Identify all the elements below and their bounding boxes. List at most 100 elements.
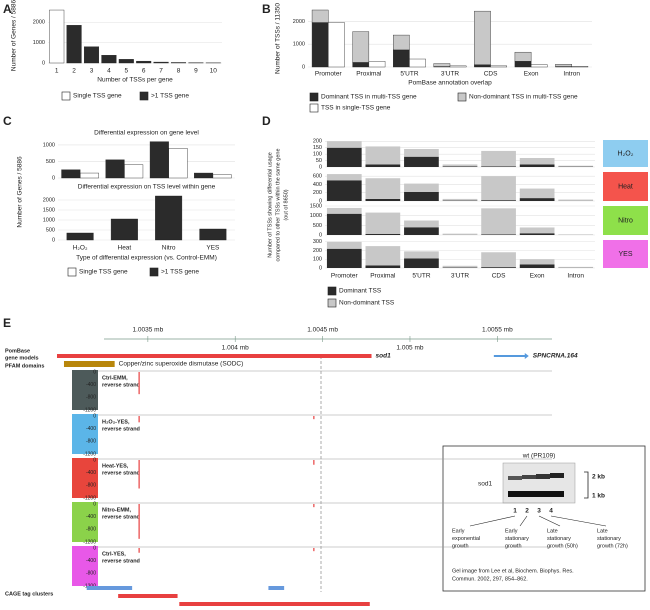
y-tick-label: -1200	[83, 451, 96, 457]
gel-band	[522, 475, 536, 479]
bar	[519, 188, 555, 199]
track-label: Nitro-EMM,	[102, 507, 131, 513]
y-tick-label: 2000	[293, 19, 305, 25]
x-tick-label: 8	[177, 68, 181, 75]
x-tick-label: Intron	[567, 273, 584, 280]
bar	[555, 64, 572, 67]
bar	[368, 61, 386, 68]
bar	[194, 172, 214, 179]
bar	[393, 49, 410, 68]
bar	[481, 166, 516, 167]
size-bracket	[584, 471, 589, 499]
y-axis-label: compared to other TSSs within the same g…	[275, 148, 281, 261]
legend-swatch	[327, 286, 337, 296]
bar	[404, 227, 439, 235]
legend-label: >1 TSS gene	[161, 269, 199, 276]
genome-tick-label: 1.004 mb	[222, 345, 249, 352]
bar	[433, 63, 451, 67]
cage-cluster	[86, 586, 133, 590]
track-label: reverse strand	[102, 470, 140, 476]
size-marker: 2 kb	[592, 474, 605, 481]
y-tick-label: 0	[93, 413, 96, 419]
lane-description: growth	[505, 543, 522, 549]
facet-label: Nitro	[618, 217, 633, 224]
lane-description: growth (72h)	[597, 543, 628, 549]
x-tick-label: Promoter	[331, 273, 359, 280]
y-tick-label: 100	[313, 152, 322, 158]
bar	[136, 60, 152, 64]
y-tick-label: 200	[313, 248, 322, 254]
y-tick-label: 0	[93, 545, 96, 551]
lane-description: Early	[452, 528, 465, 534]
gel-band	[508, 491, 564, 497]
bar	[365, 178, 401, 199]
bar	[519, 233, 555, 235]
legend-swatch	[139, 91, 149, 101]
bar	[442, 166, 478, 167]
lane-number: 4	[549, 508, 553, 515]
y-tick-label: 200	[313, 139, 322, 145]
y-tick-label: -1200	[83, 539, 96, 545]
y-tick-label: 2000	[33, 20, 45, 26]
bar	[83, 46, 100, 64]
lane-connectors	[469, 515, 607, 527]
bar	[326, 147, 362, 167]
y-axis-label: Number of Genes / 5886	[17, 156, 24, 228]
lane-number: 3	[537, 508, 541, 515]
bar	[481, 150, 516, 167]
x-tick-label: 9	[194, 68, 198, 75]
x-tick-label: YES	[206, 245, 220, 252]
inset-caption: Gel image from Lee et al, Biochem. Bioph…	[452, 568, 574, 574]
legend-label: TSS in single-TSS gene	[321, 105, 391, 112]
inset-title: wt (PR109)	[522, 453, 556, 460]
legend-swatch	[67, 267, 77, 277]
bar	[326, 248, 362, 268]
bar	[124, 164, 144, 179]
y-tick-label: 0	[93, 501, 96, 507]
lane-number: 1	[513, 508, 517, 515]
y-tick-label: 100	[313, 257, 322, 263]
gene-model	[56, 354, 372, 358]
bar	[442, 164, 478, 167]
bar	[118, 59, 134, 64]
legend-swatch	[149, 267, 159, 277]
bar	[404, 220, 439, 228]
bar	[149, 141, 169, 179]
lane-description: Late	[547, 528, 558, 534]
legend-swatch	[457, 92, 467, 102]
panel-letter: C	[3, 114, 12, 128]
x-axis-label: PomBase annotation overlap	[408, 80, 492, 87]
y-tick-label: -400	[86, 558, 96, 564]
bar	[61, 169, 81, 179]
genome-tick-label: 1.0055 mb	[482, 327, 513, 334]
x-tick-label: 2	[72, 68, 76, 75]
y-tick-label: -800	[86, 439, 96, 445]
y-tick-label: 0	[93, 457, 96, 463]
x-tick-label: Intron	[563, 71, 580, 78]
y-tick-label: 2000	[43, 197, 55, 203]
panel-letter: B	[262, 2, 271, 16]
x-tick-label: CDS	[484, 71, 498, 78]
bar	[79, 172, 99, 179]
y-tick-label: -400	[86, 382, 96, 388]
bar	[571, 66, 589, 68]
y-tick-label: -400	[86, 514, 96, 520]
y-tick-label: -800	[86, 571, 96, 577]
bar	[558, 266, 594, 268]
gel-band	[550, 473, 564, 478]
bar	[326, 213, 362, 235]
bar	[153, 61, 169, 64]
lane-description: growth (50h)	[547, 543, 578, 549]
facet-strip	[603, 140, 648, 167]
chart-title: Differential expression on TSS level wit…	[78, 184, 216, 191]
y-tick-label: 0	[302, 64, 305, 70]
x-tick-label: 1	[55, 68, 59, 75]
facet-label: Heat	[618, 183, 633, 190]
y-tick-label: 0	[52, 175, 55, 181]
y-tick-label: 0	[93, 369, 96, 375]
row-label: CAGE tag clusters	[5, 591, 53, 597]
x-tick-label: Proximal	[356, 71, 382, 78]
y-tick-label: 1000	[43, 217, 55, 223]
bar	[519, 227, 555, 234]
y-tick-label: 1000	[310, 213, 322, 219]
